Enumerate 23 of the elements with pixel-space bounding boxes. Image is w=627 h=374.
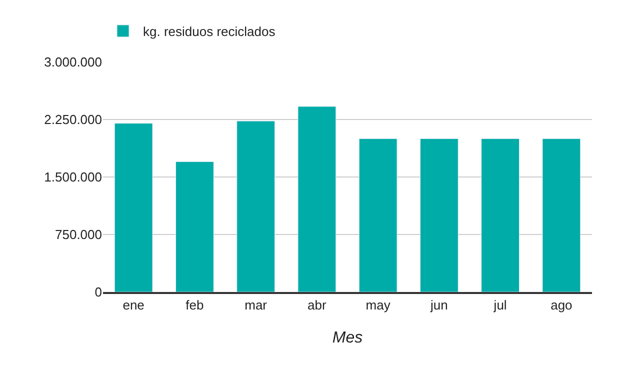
x-tick-label: ene <box>122 297 144 312</box>
legend-label: kg. residuos reciclados <box>143 24 276 40</box>
bar <box>542 138 581 292</box>
bar <box>114 123 153 292</box>
x-tick-label: ago <box>550 297 572 312</box>
y-tick-label: 750.000 <box>55 227 102 242</box>
bar <box>420 138 458 292</box>
bar <box>481 138 520 292</box>
y-tick-label: 1.500.000 <box>44 170 102 185</box>
x-axis-title: Mes <box>332 330 363 347</box>
x-tick-label: jul <box>492 297 507 312</box>
x-tick-label: may <box>366 297 391 312</box>
y-tick-label: 3.000.000 <box>44 54 102 70</box>
x-tick-label: jun <box>430 297 448 312</box>
x-tick-label: feb <box>186 297 204 312</box>
bar <box>236 120 276 292</box>
y-tick-label: 0 <box>94 284 102 300</box>
bar <box>298 106 336 292</box>
y-tick-label: 2.250.000 <box>44 112 102 128</box>
bar <box>358 138 398 292</box>
x-tick-label: abr <box>308 297 327 312</box>
bar <box>175 161 214 292</box>
x-tick-label: mar <box>244 297 268 312</box>
